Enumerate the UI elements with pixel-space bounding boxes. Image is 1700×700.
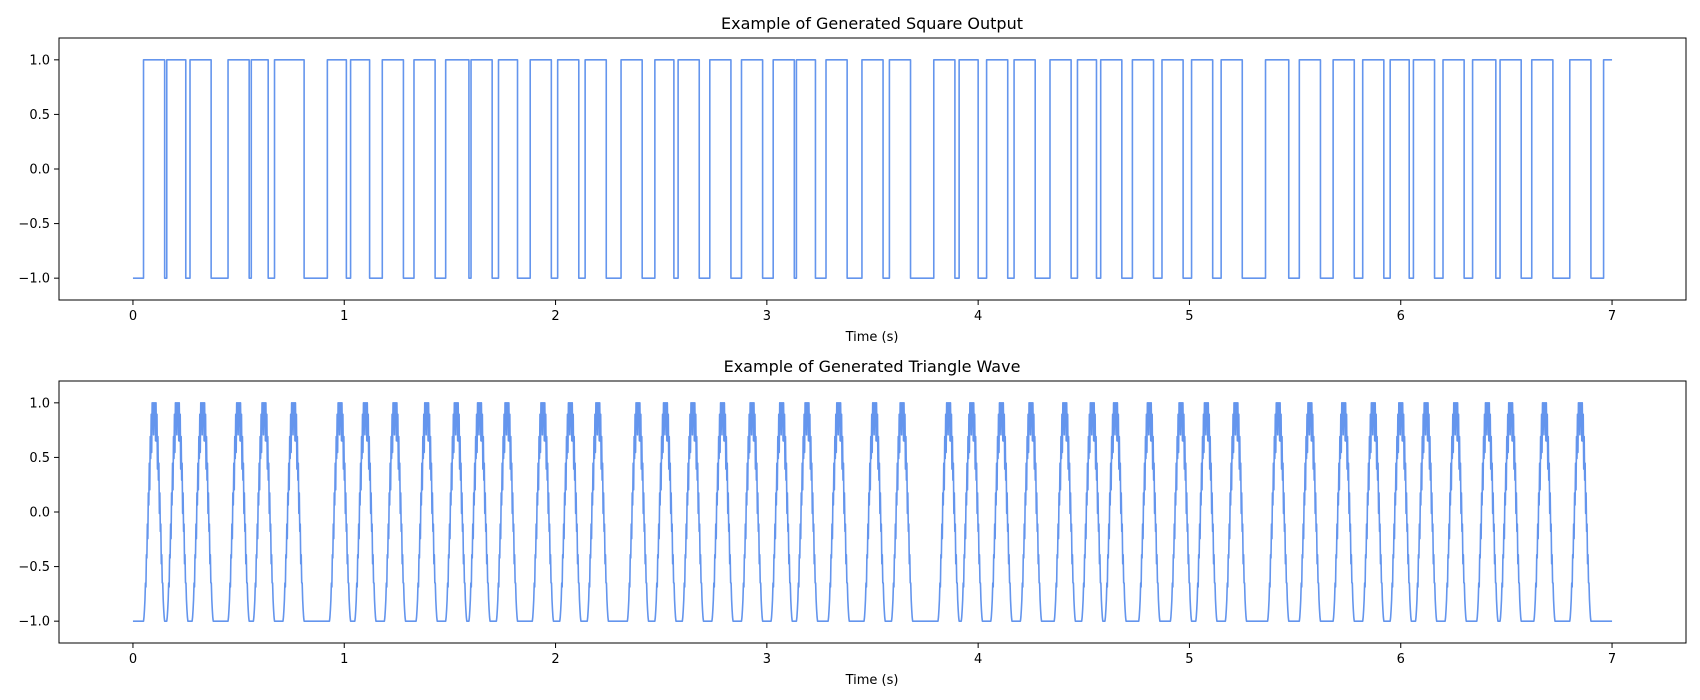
y-tick-label: 1.0 xyxy=(29,396,50,411)
x-tick-label: 2 xyxy=(551,652,559,667)
chart-title: Example of Generated Triangle Wave xyxy=(724,357,1021,376)
x-tick-label: 0 xyxy=(129,652,137,667)
square-output-panel: Example of Generated Square Output −1.0−… xyxy=(18,14,1687,345)
triangle-wave-series-line xyxy=(132,402,1613,622)
y-tick-label: −0.5 xyxy=(18,217,50,232)
x-tick-label: 1 xyxy=(340,309,348,324)
chart-title: Example of Generated Square Output xyxy=(721,14,1023,33)
x-tick-label: 6 xyxy=(1397,652,1405,667)
x-tick-label: 4 xyxy=(974,652,982,667)
x-tick-label: 7 xyxy=(1608,309,1616,324)
y-tick-label: 0.0 xyxy=(29,163,50,178)
y-tick-label: 1.0 xyxy=(29,53,50,68)
y-tick-label: −0.5 xyxy=(18,560,50,575)
y-tick-label: −1.0 xyxy=(18,272,50,287)
x-tick-label: 3 xyxy=(763,309,771,324)
y-axis: −1.0 −0.5 0.0 0.5 1.0 xyxy=(18,53,59,287)
x-tick-label: 4 xyxy=(974,309,982,324)
square-wave-series-line xyxy=(132,59,1613,279)
x-tick-label: 0 xyxy=(129,309,137,324)
x-tick-label: 6 xyxy=(1397,309,1405,324)
x-tick-label: 7 xyxy=(1608,652,1616,667)
x-axis-label: Time (s) xyxy=(845,673,899,688)
y-tick-label: −1.0 xyxy=(18,615,50,630)
x-axis: 0 1 2 3 4 5 6 7 xyxy=(129,643,1616,667)
y-tick-label: 0.5 xyxy=(29,451,50,466)
x-tick-label: 3 xyxy=(763,652,771,667)
y-tick-label: 0.5 xyxy=(29,108,50,123)
triangle-wave-panel: Example of Generated Triangle Wave −1.0−… xyxy=(18,357,1687,688)
x-tick-label: 2 xyxy=(551,309,559,324)
plot-frame xyxy=(58,37,1687,301)
x-tick-label: 5 xyxy=(1185,309,1193,324)
x-axis-label: Time (s) xyxy=(845,330,899,345)
x-tick-label: 1 xyxy=(340,652,348,667)
y-tick-label: 0.0 xyxy=(29,506,50,521)
y-axis: −1.0 −0.5 0.0 0.5 1.0 xyxy=(18,396,59,630)
x-tick-label: 5 xyxy=(1185,652,1193,667)
plot-frame xyxy=(58,380,1687,644)
x-axis: 0 1 2 3 4 5 6 7 xyxy=(129,300,1616,324)
